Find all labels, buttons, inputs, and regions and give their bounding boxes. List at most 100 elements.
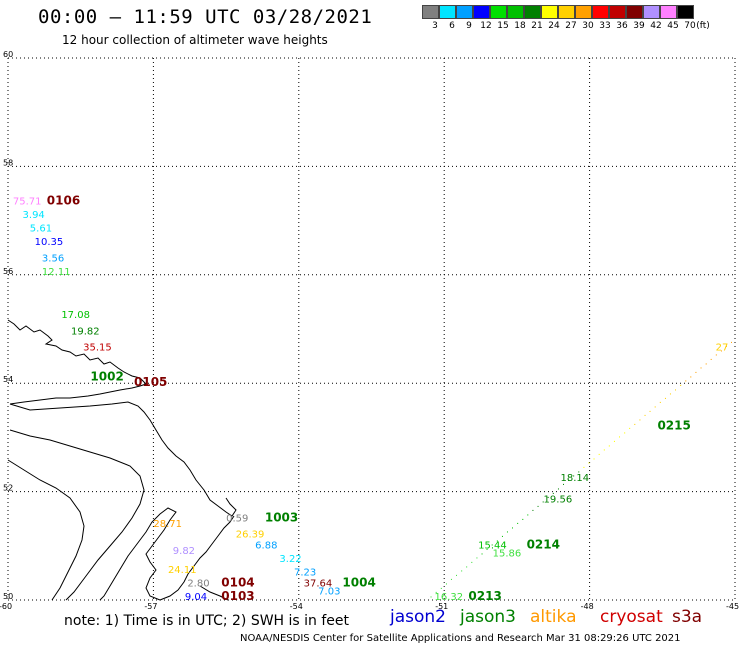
scale-swatch-24 — [541, 5, 558, 19]
wave-height-label: 15.44 — [478, 541, 507, 552]
track-mark: · — [455, 571, 458, 581]
wave-height-label: 9.04 — [185, 592, 207, 603]
satellite-jason3: jason3 — [460, 607, 516, 627]
track-mark: · — [552, 489, 555, 499]
track-mark: · — [501, 533, 504, 543]
track-mark: · — [684, 377, 687, 387]
scale-swatch-30 — [575, 5, 592, 19]
pass-time-label: 0214 — [527, 538, 560, 552]
track-mark: · — [730, 338, 733, 348]
scale-label: 15 — [497, 21, 509, 31]
track-mark: · — [491, 541, 494, 551]
track-mark: · — [450, 576, 453, 586]
map-subtitle: 12 hour collection of altimeter wave hei… — [62, 33, 328, 47]
track-mark: · — [567, 476, 570, 486]
pass-time-label: 1004 — [342, 575, 375, 589]
pass-time-label: 1002 — [90, 369, 123, 383]
wave-height-label: 9.82 — [173, 546, 195, 557]
track-mark: · — [689, 373, 692, 383]
wave-height-label: 15.86 — [493, 549, 522, 560]
pass-time-label: 0106 — [47, 193, 80, 207]
wave-height-label: 7.23 — [294, 568, 316, 579]
track-mark: · — [547, 494, 550, 504]
scale-label: 45 — [667, 21, 679, 31]
lat-label: 60 — [3, 50, 13, 59]
scale-label: 27 — [565, 21, 577, 31]
track-mark: · — [521, 515, 524, 525]
wave-height-label: 0.59 — [226, 513, 248, 524]
wave-height-label: 3.56 — [42, 253, 64, 264]
lon-label: -60 — [0, 602, 12, 611]
pass-time-label: 0103 — [221, 589, 254, 603]
track-mark: · — [659, 399, 662, 409]
track-mark: · — [562, 481, 565, 491]
track-mark: · — [644, 412, 647, 422]
scale-swatch-39 — [626, 5, 643, 19]
track-mark: · — [623, 429, 626, 439]
satellite-track-points: · · · · · · · · · · · · · · · · · · · · · · · · · · · · · · · · · · · · · · · ·… — [430, 338, 733, 603]
track-mark: · — [710, 356, 713, 366]
track-mark: · — [628, 425, 631, 435]
wave-height-label: 27 — [716, 343, 729, 354]
track-mark: · — [674, 386, 677, 396]
map-grid — [7, 57, 736, 601]
longitude-labels: -60 -57 -54 -51 -48 -45 — [0, 602, 739, 611]
wave-height-label: 10.35 — [35, 237, 64, 248]
wave-height-label: 16.32 — [435, 592, 464, 603]
scale-swatch-6 — [439, 5, 456, 19]
scale-label: 24 — [548, 21, 560, 31]
wave-height-label: 19.82 — [71, 326, 100, 337]
track-mark: · — [603, 446, 606, 456]
scale-swatch-36 — [609, 5, 626, 19]
scale-label: 33 — [599, 21, 611, 31]
track-mark: · — [582, 463, 585, 473]
track-mark: · — [440, 584, 443, 594]
scale-label: 39 — [633, 21, 645, 31]
track-mark: · — [705, 360, 708, 370]
scale-label: 42 — [650, 21, 662, 31]
track-mark: · — [664, 394, 667, 404]
track-mark: · — [511, 524, 514, 534]
footer-credit: NOAA/NESDIS Center for Satellite Applica… — [240, 633, 681, 644]
track-mark: · — [486, 546, 489, 556]
wave-height-label: 7.03 — [318, 587, 340, 598]
track-mark: · — [593, 455, 596, 465]
scale-swatch-21 — [524, 5, 541, 19]
track-mark: · — [542, 498, 545, 508]
latitude-labels: 60 58 56 54 52 50 — [3, 50, 13, 601]
scale-swatch-12 — [473, 5, 490, 19]
track-mark: · — [725, 343, 728, 353]
track-mark: · — [537, 502, 540, 512]
track-mark: · — [481, 550, 484, 560]
scale-unit: (ft) — [696, 21, 710, 31]
satellite-s3a: s3a — [672, 607, 703, 627]
wave-height-label: 35.15 — [83, 343, 112, 354]
scale-label: 3 — [432, 21, 438, 31]
wave-height-label: 28.71 — [153, 519, 182, 530]
wave-height-label: 3.94 — [23, 210, 45, 221]
scale-label: 30 — [582, 21, 594, 31]
track-mark: · — [715, 351, 718, 361]
scale-label: 21 — [531, 21, 543, 31]
pass-time-label: 1003 — [265, 510, 298, 524]
scale-swatch-42 — [643, 5, 660, 19]
wave-height-label: 24.11 — [168, 565, 197, 576]
wave-height-label: 2.80 — [187, 578, 209, 589]
track-mark: · — [460, 567, 463, 577]
satellite-jason2: jason2 — [390, 607, 446, 627]
track-mark: · — [475, 554, 478, 564]
track-mark: · — [598, 451, 601, 461]
scale-swatch-33 — [592, 5, 609, 19]
wave-height-label: 75.71 — [13, 196, 42, 207]
track-mark: · — [695, 368, 698, 378]
pass-time-label: 0104 — [221, 575, 254, 589]
track-mark: · — [720, 347, 723, 357]
track-mark: · — [608, 442, 611, 452]
scale-label: 70 — [684, 21, 696, 31]
track-mark: · — [618, 433, 621, 443]
scale-label: 12 — [480, 21, 492, 31]
pass-time-label: 0105 — [134, 375, 167, 389]
track-mark: · — [679, 381, 682, 391]
